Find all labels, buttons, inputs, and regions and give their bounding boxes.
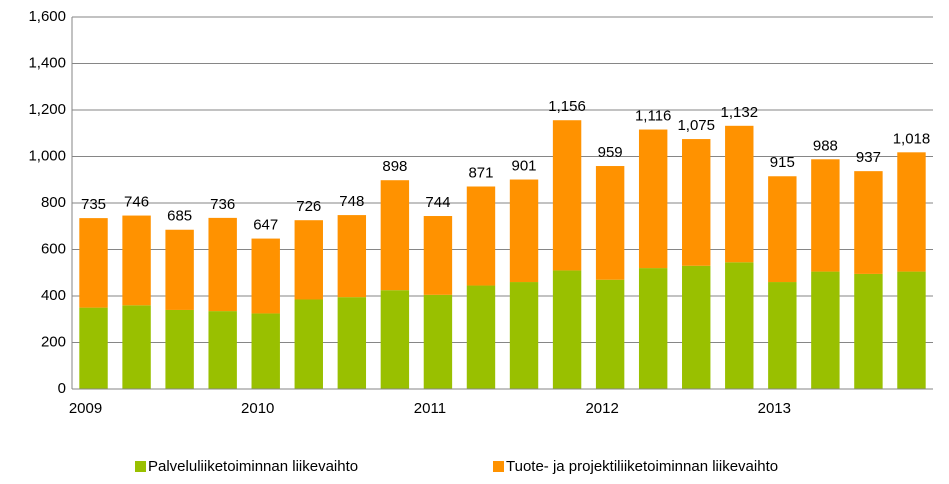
y-tick-label: 0	[58, 380, 66, 397]
total-label: 937	[856, 149, 881, 166]
bar-segment	[79, 218, 108, 308]
bar-segment	[251, 238, 280, 314]
bar-segment	[854, 273, 883, 389]
legend-label: Tuote- ja projektiliiketoiminnan liikeva…	[506, 458, 778, 475]
bar-segment	[380, 290, 410, 389]
total-label: 959	[598, 144, 623, 161]
bar-segment	[897, 152, 926, 272]
bar-segment	[208, 311, 237, 389]
legend-swatch	[493, 461, 504, 472]
bar-segment	[466, 285, 496, 389]
x-tick-label: 2011	[414, 400, 446, 417]
bar-segment	[79, 307, 108, 389]
y-tick-label: 1,600	[28, 8, 66, 25]
total-label: 1,018	[893, 130, 931, 147]
x-tick-label: 2010	[241, 400, 274, 417]
total-label: 685	[167, 208, 192, 225]
bar-segment	[638, 268, 668, 389]
total-label: 898	[382, 158, 407, 175]
bar-segment	[595, 279, 625, 389]
x-tick-label: 2013	[758, 400, 791, 417]
total-label: 915	[770, 154, 795, 171]
x-tick-label: 2012	[585, 400, 618, 417]
bar-segment	[251, 313, 280, 389]
bar-segment	[768, 176, 797, 283]
bar-segment	[165, 309, 194, 389]
total-label: 1,075	[677, 117, 715, 134]
total-label: 746	[124, 194, 149, 211]
total-label: 1,132	[721, 104, 759, 121]
total-label: 744	[425, 194, 450, 211]
total-label: 901	[512, 157, 537, 174]
total-label: 988	[813, 137, 838, 154]
total-label: 1,156	[548, 98, 586, 115]
bar-segment	[294, 299, 323, 389]
total-label: 736	[210, 196, 235, 213]
bar-segment	[552, 270, 582, 389]
bar-segment	[897, 271, 926, 389]
bar-segment	[380, 180, 410, 291]
y-tick-label: 600	[41, 240, 66, 257]
bar-segment	[509, 282, 539, 389]
bar-segment	[294, 220, 323, 300]
total-label: 735	[81, 196, 106, 213]
total-label: 647	[253, 217, 278, 234]
bar-segment	[423, 216, 453, 295]
bar-segment	[682, 265, 711, 389]
total-label: 871	[468, 164, 493, 181]
y-tick-label: 1,400	[28, 54, 66, 71]
bar-segment	[725, 125, 754, 263]
bar-segment	[337, 297, 367, 389]
y-tick-label: 1,200	[28, 101, 66, 118]
legend-swatch	[135, 461, 146, 472]
y-tick-label: 1,000	[28, 147, 66, 164]
legend-label: Palveluliiketoiminnan liikevaihto	[148, 458, 358, 475]
bar-segment	[466, 186, 496, 286]
total-label: 726	[296, 198, 321, 215]
bar-segment	[638, 129, 668, 269]
bar-segment	[595, 166, 625, 280]
bar-segment	[423, 294, 453, 389]
bar-segment	[811, 159, 840, 272]
bar-segment	[509, 179, 539, 283]
y-tick-label: 200	[41, 333, 66, 350]
bar-segment	[208, 217, 237, 312]
y-tick-label: 400	[41, 287, 66, 304]
bar-segment	[122, 215, 151, 306]
bar-segment	[552, 120, 582, 271]
total-label: 1,116	[635, 107, 671, 124]
y-tick-label: 800	[41, 194, 66, 211]
bar-segment	[854, 171, 883, 274]
bar-segment	[122, 305, 151, 389]
bar-segment	[768, 282, 797, 389]
bar-segment	[682, 139, 711, 266]
total-label: 748	[339, 193, 364, 210]
x-tick-label: 2009	[69, 400, 102, 417]
bar-segment	[165, 229, 194, 310]
bar-segment	[337, 215, 367, 298]
bar-segment	[811, 271, 840, 389]
bar-segment	[725, 262, 754, 389]
